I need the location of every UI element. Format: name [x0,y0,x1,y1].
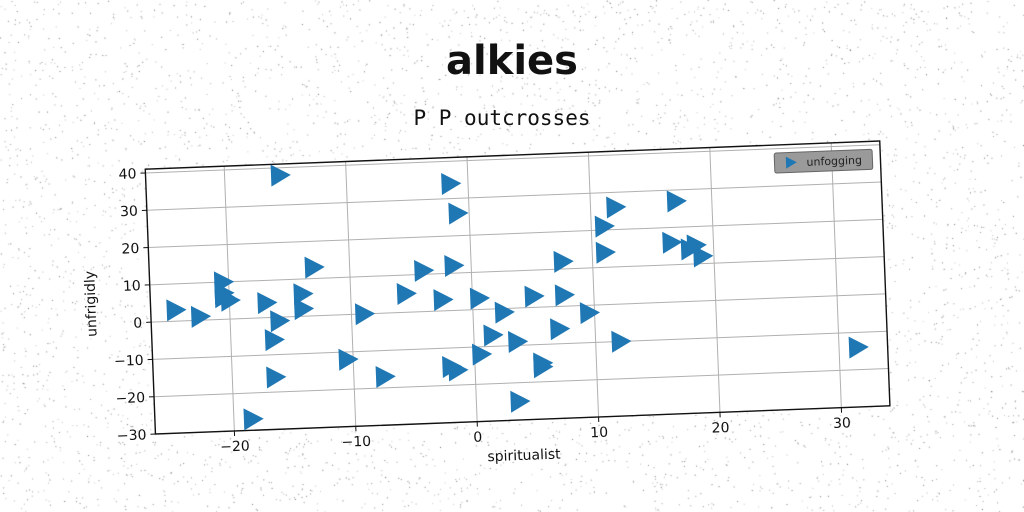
data-point [433,289,454,312]
data-points [166,164,869,431]
data-point [693,245,714,268]
y-axis-label: unfrigidly [82,271,101,338]
data-point [354,303,376,326]
legend-label: unfogging [806,154,862,169]
chart-title: P P outcrosses [413,106,590,130]
x-grid-line [587,152,600,418]
data-point [483,324,504,347]
data-point [414,259,435,282]
data-point [190,305,212,328]
figure-suptitle: alkies [446,38,578,84]
x-tick-label: 20 [711,420,729,437]
y-tick-label: −20 [115,390,145,407]
data-point [448,359,469,382]
data-point [375,366,396,388]
data-point [243,408,264,431]
y-tick-label: 40 [118,166,136,183]
data-point [471,343,493,366]
x-tick-label: −10 [341,434,371,451]
data-point [270,310,291,333]
data-point [550,318,571,341]
y-grid-line [148,218,883,249]
x-grid-line [345,161,357,427]
y-grid-line [149,256,885,286]
y-tick-label: 0 [133,315,143,331]
y-tick-label: 10 [123,278,141,295]
data-point [220,289,241,312]
data-point [444,255,465,278]
data-point [594,215,615,238]
legend: unfogging [773,148,874,174]
plot-frame [144,140,891,435]
data-point [524,285,545,308]
data-point [507,331,529,354]
data-point [686,234,707,257]
data-point [611,330,632,353]
data-point [554,284,576,307]
data-point [338,348,359,371]
data-point [304,256,325,279]
data-point [662,231,683,254]
data-point [270,164,291,187]
data-point [266,366,287,389]
legend-box [773,148,874,174]
data-point [579,302,601,325]
data-point [396,283,417,306]
chart-rotated-group: −20 −10 0 10 20 30 −30 −20 −10 0 10 20 30 40 unfoggin… [82,140,891,465]
data-point [606,196,627,219]
data-point [448,202,469,225]
x-tick-label: 30 [833,415,851,432]
data-point [494,301,515,324]
data-point [166,299,187,322]
data-point [666,190,687,213]
data-point [533,356,554,379]
y-tick-label: −10 [114,353,144,370]
y-grid-line [146,181,882,211]
x-tick-label: −20 [220,438,250,455]
x-tick-label: 10 [590,425,608,442]
x-axis-label: spiritualist [487,446,561,465]
y-tick-label: 20 [121,241,139,258]
data-point [848,336,869,359]
y-tick-label: −30 [117,427,147,444]
data-point [595,241,616,264]
data-point [510,390,531,413]
data-point [553,250,574,273]
data-point [264,329,285,352]
x-grid-line [830,142,842,408]
axis-ticks: −20 −10 0 10 20 30 −30 −20 −10 0 10 20 30 40 [114,166,851,455]
y-tick-label: 30 [120,204,138,221]
data-point [293,298,315,321]
x-tick-label: 0 [473,429,483,445]
x-grid-line [709,147,721,413]
plot-area [145,141,890,435]
data-point [293,283,314,306]
y-grid-line [145,144,880,174]
data-point [441,172,462,195]
data-point [257,292,278,315]
y-grid-line [154,368,889,398]
legend-marker-icon [785,156,797,169]
data-point [469,287,491,310]
